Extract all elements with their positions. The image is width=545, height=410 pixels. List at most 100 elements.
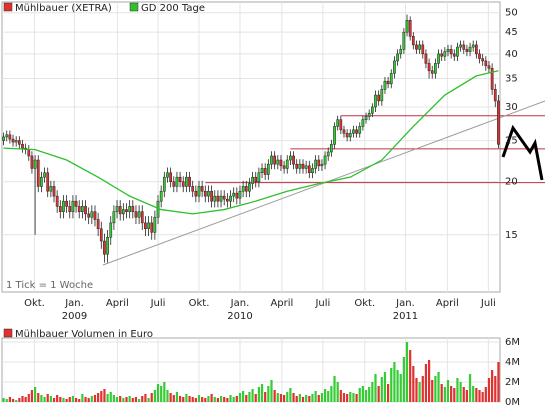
candle-body <box>314 159 317 169</box>
volume-bar <box>163 382 166 402</box>
candle-body <box>115 206 119 212</box>
candle-body <box>131 206 135 212</box>
volume-bar <box>333 376 336 402</box>
volume-bar <box>437 372 440 402</box>
candle-body <box>399 49 403 55</box>
volume-bar <box>150 393 153 402</box>
volume-bar <box>62 398 65 402</box>
volume-bar <box>374 374 377 402</box>
candle-body <box>213 195 217 202</box>
candle-body <box>229 195 232 202</box>
volume-bar <box>264 392 267 402</box>
candle-body <box>65 200 68 207</box>
candle-body <box>254 176 258 182</box>
candle-body <box>263 168 267 175</box>
candle-body <box>8 134 12 140</box>
candle-body <box>181 181 185 187</box>
candle-body <box>424 53 428 64</box>
volume-bar <box>352 393 355 402</box>
volume-bar <box>125 397 128 402</box>
candle-body <box>396 53 399 62</box>
volume-bar <box>295 396 298 402</box>
candle-body <box>405 20 409 33</box>
volume-bar <box>459 382 462 402</box>
volume-bar <box>191 397 194 402</box>
candle-body <box>11 138 15 143</box>
candle-body <box>222 195 226 200</box>
volume-bar <box>390 368 393 402</box>
volume-bar <box>355 394 358 402</box>
candle-body <box>377 94 381 102</box>
volume-bar <box>484 387 487 402</box>
candle-body <box>383 80 387 90</box>
candle-body <box>421 44 425 55</box>
volume-bar <box>323 389 327 402</box>
candle-body <box>150 222 154 233</box>
candle-body <box>285 159 289 169</box>
volume-bar <box>147 398 150 402</box>
x-year-label: 2011 <box>393 311 418 322</box>
volume-bar <box>84 397 87 402</box>
candle-body <box>370 106 374 114</box>
volume-bar <box>396 370 399 402</box>
candle-body <box>55 195 59 207</box>
candle-body <box>270 155 273 165</box>
volume-bar <box>18 398 21 402</box>
candle-body <box>449 49 453 55</box>
volume-bar <box>216 398 220 402</box>
volume-bar <box>93 395 97 402</box>
candle-body <box>484 60 488 67</box>
candle-body <box>257 172 261 182</box>
candle-body <box>471 44 475 48</box>
legend-label: GD 200 Tage <box>141 3 205 14</box>
y-tick-label: 40 <box>505 49 518 60</box>
volume-bar <box>134 397 138 402</box>
x-tick-label: Juli <box>150 298 166 309</box>
volume-bar <box>267 386 270 402</box>
volume-bar <box>172 395 175 402</box>
candle-body <box>112 211 116 224</box>
volume-bar <box>450 386 453 402</box>
candle-body <box>295 163 299 169</box>
volume-bar <box>90 396 93 402</box>
candle-body <box>348 133 352 138</box>
candle-body <box>380 89 384 102</box>
candle-body <box>14 140 18 143</box>
volume-bar <box>226 398 229 402</box>
volume-bar <box>270 380 273 402</box>
x-tick-label: April <box>270 298 293 309</box>
volume-bar <box>279 394 283 402</box>
volume-bar <box>43 397 46 402</box>
legend-label: Mühlbauer (XETRA) <box>15 3 112 14</box>
volume-bar <box>273 390 276 402</box>
grid <box>2 2 545 403</box>
candle-body <box>90 211 94 218</box>
candle-body <box>58 206 62 212</box>
volume-bar <box>364 390 368 402</box>
candle-body <box>43 172 46 178</box>
volume-title: Mühlbauer Volumen in Euro <box>15 329 153 340</box>
x-tick-label: Juli <box>314 298 330 309</box>
volume-bar <box>235 396 238 402</box>
volume-bar <box>371 382 374 402</box>
candle-body <box>317 159 321 167</box>
volume-bar <box>49 396 52 402</box>
candle-body <box>162 176 166 192</box>
candle-body <box>493 89 497 102</box>
candle-body <box>298 163 302 169</box>
volume-bar <box>81 394 84 402</box>
volume-bar <box>185 394 188 402</box>
volume-bar <box>368 387 371 402</box>
volume-bar <box>248 392 251 402</box>
volume-bar <box>453 388 456 402</box>
volume-bar <box>434 376 437 402</box>
volume-bar <box>497 362 500 402</box>
x-year-label: 2009 <box>62 311 87 322</box>
candle-body <box>289 155 292 161</box>
volume-bar <box>314 391 317 402</box>
volume-bar <box>37 393 40 402</box>
candle-body <box>99 228 103 242</box>
volume-bar <box>21 396 24 402</box>
volume-bar <box>405 342 409 402</box>
